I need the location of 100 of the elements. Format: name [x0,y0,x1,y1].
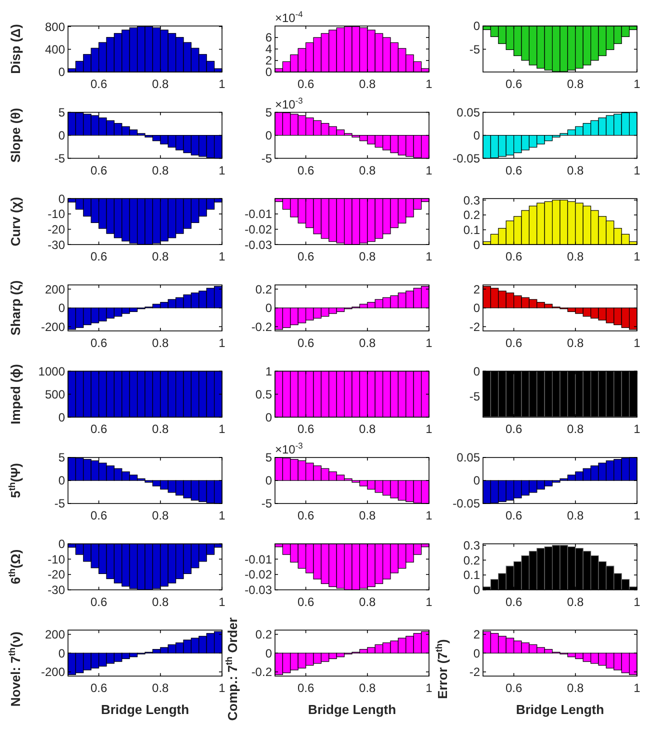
x-tick-label: 1 [426,681,433,696]
y-tick-label: -0.03 [244,238,272,252]
y-tick-label: 0.2 [463,553,480,568]
y-tick-label: -0.2 [251,665,272,680]
x-tick-label: 0.8 [359,508,376,522]
y-tick-label: 0 [265,301,272,316]
x-tick-label: 1 [426,250,433,264]
x-tick-label: 0.8 [152,508,170,522]
y-tick-label: 0.3 [463,538,480,552]
text: ×10$^{-3}$ [275,95,304,112]
x-tick-label: 0.8 [152,250,170,264]
x-tick-label: 0.8 [359,422,376,436]
x-axis-title: Bridge Length [308,702,396,718]
x-tick-label: 0.6 [297,336,314,350]
y-tick-label: 1 [265,364,272,378]
y-tick-label: -0.03 [244,583,272,597]
x-tick-label: 0.6 [90,77,108,91]
y-tick-label: -0.05 [452,152,480,166]
y-tick-label: 0.2 [255,628,272,642]
x-tick-label: 0.8 [567,77,584,91]
y-tick-label: 5 [265,106,272,120]
y-tick-label: -5 [54,496,66,511]
y-tick-label: 0 [265,410,272,424]
x-tick-label: 1 [218,336,226,350]
x-tick-label: 1 [634,508,641,522]
y-tick-label: 0 [265,646,272,660]
x-tick-label: 0.8 [359,336,376,350]
y-tick-label: 0 [473,364,480,378]
y-tick-label: 200 [44,282,66,296]
x-tick-label: 0.8 [567,336,584,350]
x-tick-label: 1 [426,336,433,350]
y-tick-label: -200 [40,665,66,680]
x-tick-label: 1 [218,77,226,91]
x-tick-label: 1 [218,422,226,436]
y-tick-label: -0.01 [244,552,272,566]
y-tick-label: 2 [473,628,480,642]
y-tick-label: 0 [473,474,480,488]
y-tick-label: 800 [44,20,66,34]
x-tick-label: 0.6 [297,422,314,436]
x-tick-label: 1 [634,681,641,696]
y-tick-label: -5 [54,152,66,166]
y-tick-label: 200 [44,628,66,642]
x-tick-label: 0.6 [505,681,522,696]
y-tick-label: 0 [58,192,66,206]
y-tick-label: 2 [265,54,272,68]
x-tick-label: 1 [634,77,641,91]
x-tick-label: 0.6 [505,250,522,264]
x-tick-label: 1 [634,594,641,609]
x-tick-label: 1 [634,336,641,350]
x-tick-label: 0.8 [152,594,170,609]
y-axis-title: Slope (θ) [8,108,23,163]
y-tick-label: -5 [261,152,272,166]
x-tick-label: 0.6 [505,336,522,350]
y-tick-label: 0 [58,128,66,142]
y-tick-label: 0.2 [463,208,480,222]
x-tick-label: 1 [218,163,226,178]
y-axis-title: Sharp (ζ) [8,280,23,336]
y-tick-label: 0 [58,410,66,424]
x-tick-label: 0.6 [297,250,314,264]
y-tick-label: -2 [469,320,480,334]
y-tick-label: 5 [265,450,272,465]
y-tick-label: 2 [473,282,480,296]
x-tick-label: 0.8 [359,77,376,91]
x-tick-label: 0.6 [505,77,522,91]
y-tick-label: 0 [58,65,66,80]
y-tick-label: 1000 [38,364,66,378]
y-tick-label: -0.02 [244,222,272,236]
y-tick-label: 0.5 [255,387,272,402]
x-tick-label: 1 [426,594,433,609]
y-tick-label: 0.3 [463,193,480,208]
y-tick-label: -10 [48,207,66,222]
x-tick-label: 0.6 [90,422,108,436]
text: ×10$^{-4}$ [275,9,304,25]
y-tick-label: 0.05 [456,450,480,465]
y-axis-title: Disp (Δ) [8,24,23,74]
x-tick-label: 0.6 [505,508,522,522]
x-tick-label: 0.6 [505,594,522,609]
x-tick-label: 0.8 [152,163,170,178]
y-tick-label: 0 [58,474,66,488]
x-tick-label: 1 [426,422,433,436]
x-tick-label: 0.8 [567,422,584,436]
y-tick-label: 0.05 [456,106,480,120]
y-tick-label: 0 [265,128,272,142]
y-tick-label: -20 [48,568,66,582]
y-tick-label: -0.02 [244,568,272,582]
x-tick-label: 0.6 [90,681,108,696]
x-tick-label: 0.6 [90,163,108,178]
y-tick-label: 0.1 [463,568,480,582]
y-tick-label: 0 [473,583,480,597]
y-tick-label: 0 [58,537,66,551]
x-tick-label: 1 [426,163,433,178]
y-tick-label: 0 [58,646,66,660]
x-tick-label: 0.6 [297,594,314,609]
x-tick-label: 1 [218,250,226,264]
x-tick-label: 1 [218,681,226,696]
x-tick-label: 0.8 [152,336,170,350]
y-tick-label: 500 [44,387,66,402]
y-tick-label: -5 [261,496,272,511]
y-tick-label: -20 [48,222,66,236]
y-tick-label: 0 [473,128,480,142]
